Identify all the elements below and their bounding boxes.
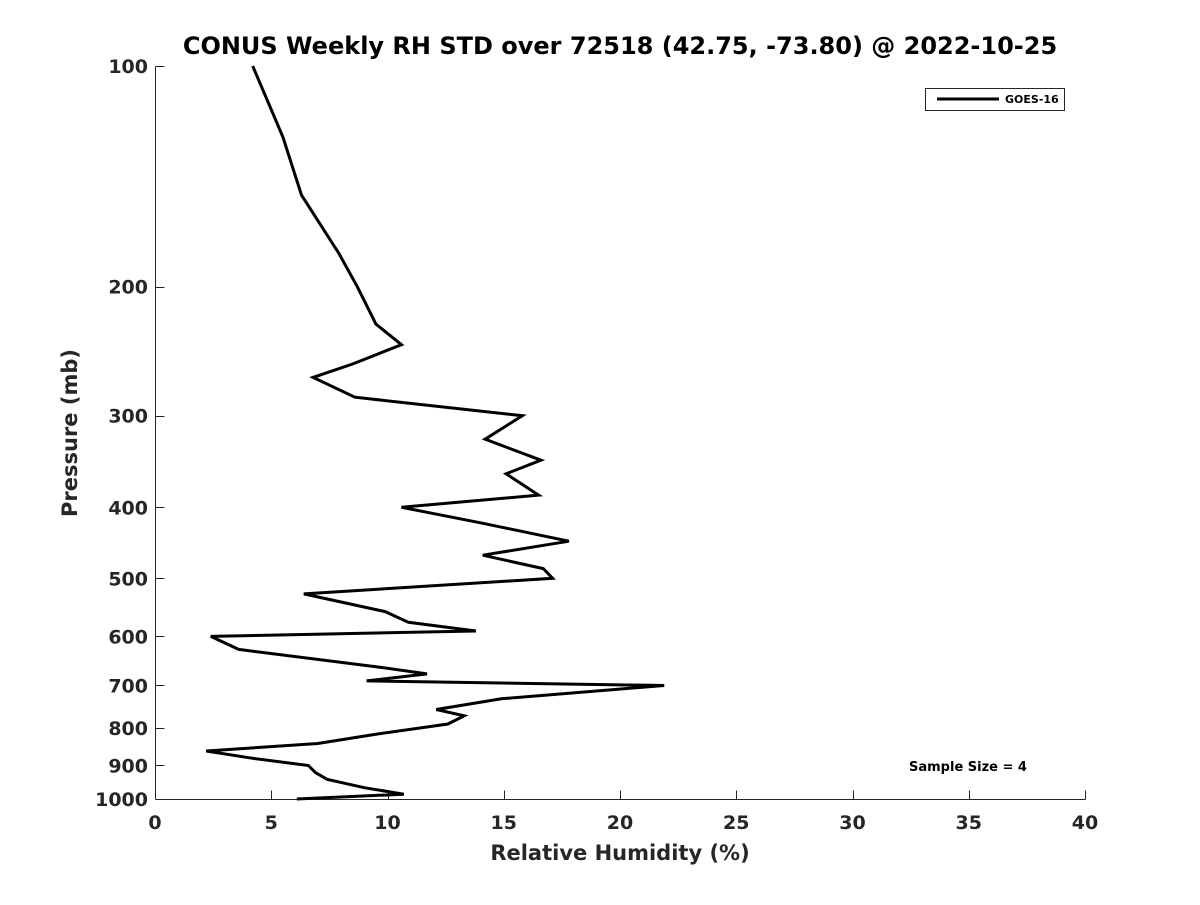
x-tick-label: 5 bbox=[265, 812, 278, 834]
y-tick-label: 1000 bbox=[95, 789, 148, 811]
y-tick-label: 500 bbox=[108, 568, 148, 590]
chart-title: CONUS Weekly RH STD over 72518 (42.75, -… bbox=[183, 32, 1057, 60]
y-tick-label: 400 bbox=[108, 497, 148, 519]
x-axis-label: Relative Humidity (%) bbox=[490, 841, 749, 865]
y-tick-label: 200 bbox=[108, 277, 148, 299]
y-ticks: 100 200 300 400 500 600 700 800 900 1000 bbox=[95, 56, 165, 811]
x-tick-label: 10 bbox=[374, 812, 400, 834]
x-tick-label: 40 bbox=[1072, 812, 1098, 834]
x-tick-label: 15 bbox=[491, 812, 517, 834]
series-line-goes-16 bbox=[205, 65, 665, 801]
y-tick-label: 300 bbox=[108, 406, 148, 428]
series-lines bbox=[205, 65, 665, 801]
y-tick-label: 600 bbox=[108, 626, 148, 648]
x-tick-label: 30 bbox=[839, 812, 865, 834]
x-tick-label: 20 bbox=[607, 812, 633, 834]
legend-label-goes-16: GOES-16 bbox=[1005, 93, 1059, 106]
y-axis-label: Pressure (mb) bbox=[58, 349, 82, 517]
x-tick-label: 25 bbox=[723, 812, 749, 834]
y-tick-label: 700 bbox=[108, 675, 148, 697]
y-tick-label: 900 bbox=[108, 755, 148, 777]
sample-size-annotation: Sample Size = 4 bbox=[909, 760, 1027, 775]
legend: GOES-16 bbox=[925, 88, 1065, 111]
x-tick-label: 35 bbox=[956, 812, 982, 834]
x-ticks: 0 5 10 15 20 25 30 35 40 bbox=[148, 790, 1098, 834]
y-tick-label: 800 bbox=[108, 718, 148, 740]
x-tick-label: 0 bbox=[148, 812, 161, 834]
y-tick-label: 100 bbox=[108, 56, 148, 78]
